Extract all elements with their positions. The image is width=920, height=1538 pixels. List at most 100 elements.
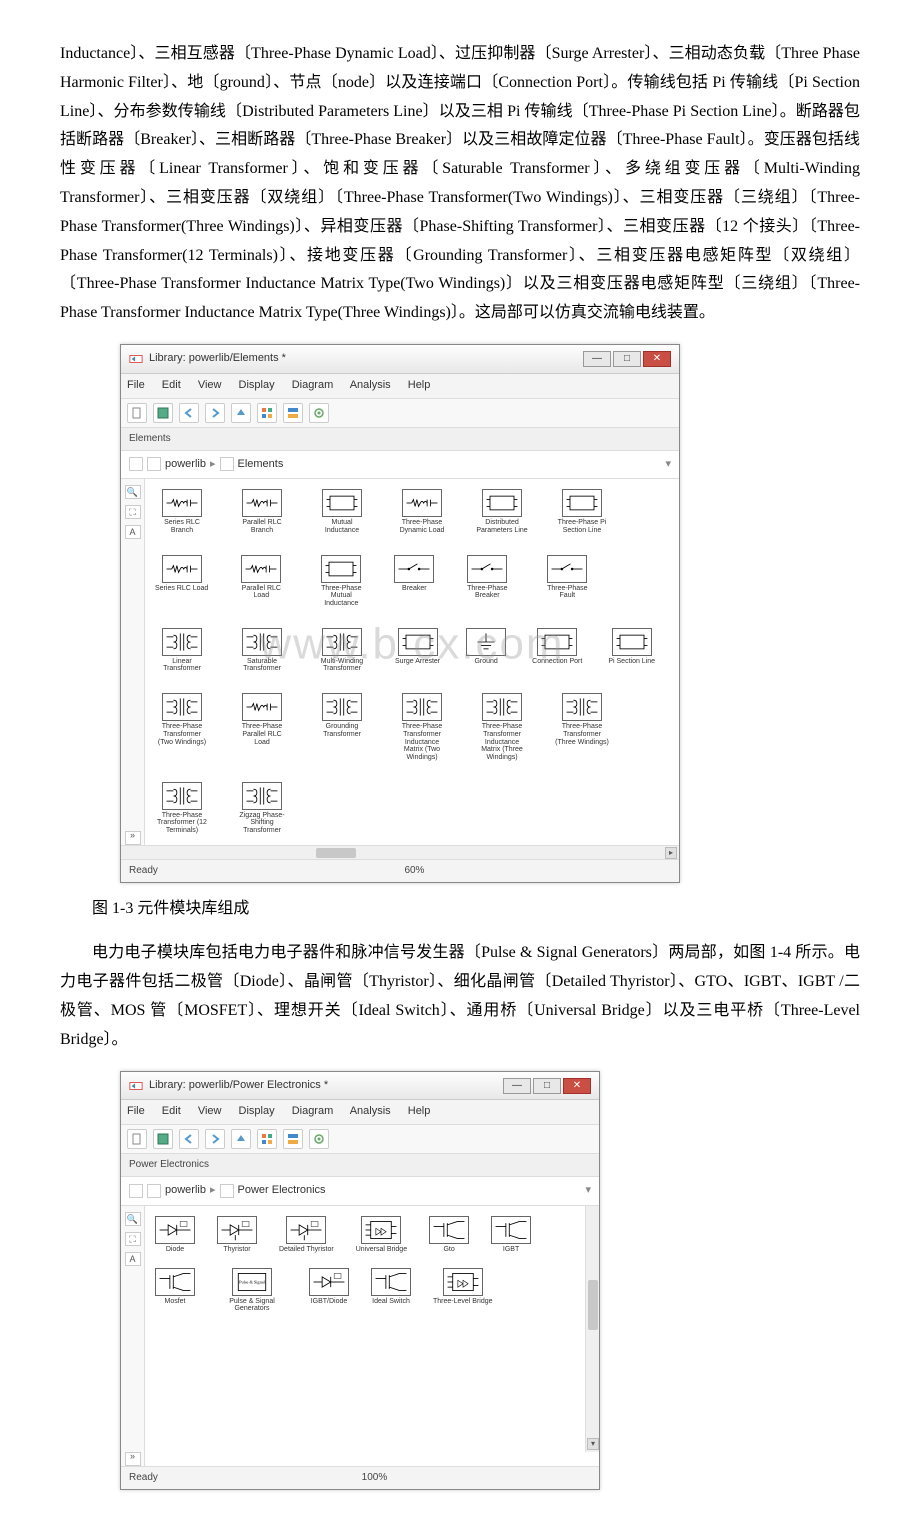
library-block[interactable]: Diode — [155, 1216, 195, 1254]
library-block[interactable]: Distributed Parameters Line — [475, 489, 529, 534]
breadcrumb-dropdown[interactable]: ▾ — [665, 455, 671, 475]
save-button[interactable] — [153, 403, 173, 423]
library-block[interactable]: IGBT/Diode — [309, 1268, 349, 1313]
settings-button[interactable] — [309, 1129, 329, 1149]
breadcrumb-powerlib[interactable]: powerlib — [165, 1181, 206, 1201]
back-button[interactable] — [179, 403, 199, 423]
library-block[interactable]: Three-Phase Transformer (Two Windings) — [155, 693, 209, 761]
library-block[interactable]: Three-Phase Pi Section Line — [555, 489, 609, 534]
annotate-icon[interactable]: A — [125, 525, 141, 539]
library-block[interactable]: Parallel RLC Load — [234, 555, 288, 608]
library-block[interactable]: Ground — [466, 628, 506, 673]
breadcrumb-root-icon[interactable] — [129, 1184, 143, 1198]
new-button[interactable] — [127, 1129, 147, 1149]
menu-display[interactable]: Display — [239, 1105, 275, 1117]
library-block[interactable]: Series RLC Branch — [155, 489, 209, 534]
maximize-button[interactable]: □ — [533, 1078, 561, 1094]
library-block[interactable]: IGBT — [491, 1216, 531, 1254]
menu-edit[interactable]: Edit — [162, 1105, 181, 1117]
library-block[interactable]: Saturable Transformer — [235, 628, 289, 673]
status-ready: Ready — [129, 862, 158, 880]
model-explorer-button[interactable] — [283, 403, 303, 423]
library-block[interactable]: Breaker — [394, 555, 434, 608]
status-ready: Ready — [129, 1469, 158, 1487]
menu-analysis[interactable]: Analysis — [350, 1105, 391, 1117]
minimize-button[interactable]: — — [503, 1078, 531, 1094]
library-block[interactable]: Three-Phase Transformer Inductance Matri… — [395, 693, 449, 761]
block-label: Three-Phase Mutual Inductance — [314, 585, 368, 608]
menu-help[interactable]: Help — [408, 379, 431, 391]
back-button[interactable] — [179, 1129, 199, 1149]
library-block[interactable]: Three-Phase Transformer (12 Terminals) — [155, 782, 209, 835]
block-label: Pi Section Line — [608, 658, 655, 666]
breadcrumb-elements[interactable]: Elements — [238, 455, 284, 475]
library-block[interactable]: Three-Phase Parallel RLC Load — [235, 693, 289, 761]
forward-button[interactable] — [205, 1129, 225, 1149]
library-block[interactable]: Gto — [429, 1216, 469, 1254]
library-block[interactable]: Zigzag Phase-Shifting Transformer — [235, 782, 289, 835]
library-block[interactable]: Linear Transformer — [155, 628, 209, 673]
library-block[interactable]: Surge Arrester — [395, 628, 440, 673]
menu-diagram[interactable]: Diagram — [292, 1105, 334, 1117]
library-block[interactable]: Multi-Winding Transformer — [315, 628, 369, 673]
library-block[interactable]: Connection Port — [532, 628, 582, 673]
library-block[interactable]: Three-Phase Dynamic Load — [395, 489, 449, 534]
breadcrumb-power-electronics[interactable]: Power Electronics — [238, 1181, 326, 1201]
library-block[interactable]: Three-Phase Transformer Inductance Matri… — [475, 693, 529, 761]
expand-icon[interactable]: » — [125, 1452, 141, 1466]
close-button[interactable]: ✕ — [563, 1078, 591, 1094]
vertical-scrollbar[interactable]: ▾ — [585, 1206, 599, 1452]
menu-edit[interactable]: Edit — [162, 379, 181, 391]
settings-button[interactable] — [309, 403, 329, 423]
library-browser-button[interactable] — [257, 1129, 277, 1149]
library-block[interactable]: Ideal Switch — [371, 1268, 411, 1313]
scroll-down-icon[interactable]: ▾ — [587, 1438, 599, 1450]
library-block[interactable]: Three-Phase Transformer (Three Windings) — [555, 693, 609, 761]
library-block[interactable]: Parallel RLC Branch — [235, 489, 289, 534]
up-button[interactable] — [231, 403, 251, 423]
expand-icon[interactable]: » — [125, 831, 141, 845]
menu-diagram[interactable]: Diagram — [292, 379, 334, 391]
library-block[interactable]: Series RLC Load — [155, 555, 208, 608]
breadcrumb-powerlib[interactable]: powerlib — [165, 455, 206, 475]
maximize-button[interactable]: □ — [613, 351, 641, 367]
menu-view[interactable]: View — [198, 1105, 222, 1117]
menu-file[interactable]: File — [127, 379, 145, 391]
fit-icon[interactable]: ⛶ — [125, 505, 141, 519]
library-browser-button[interactable] — [257, 403, 277, 423]
block-icon — [321, 555, 361, 583]
library-block[interactable]: Mosfet — [155, 1268, 195, 1313]
breadcrumb-dropdown[interactable]: ▾ — [585, 1181, 591, 1201]
menu-view[interactable]: View — [198, 379, 222, 391]
block-label: Multi-Winding Transformer — [315, 658, 369, 673]
save-button[interactable] — [153, 1129, 173, 1149]
library-block[interactable]: Three-Phase Breaker — [460, 555, 514, 608]
library-block[interactable]: Universal Bridge — [356, 1216, 407, 1254]
scroll-right-icon[interactable]: ▸ — [665, 847, 677, 859]
library-block[interactable]: Three-Phase Fault — [540, 555, 594, 608]
library-block[interactable]: Grounding Transformer — [315, 693, 369, 761]
horizontal-scrollbar[interactable]: ▸ — [121, 845, 679, 859]
annotate-icon[interactable]: A — [125, 1252, 141, 1266]
library-block[interactable]: Pulse & SignalPulse & Signal Generators — [217, 1268, 287, 1313]
forward-button[interactable] — [205, 403, 225, 423]
model-explorer-button[interactable] — [283, 1129, 303, 1149]
minimize-button[interactable]: — — [583, 351, 611, 367]
menu-display[interactable]: Display — [239, 379, 275, 391]
library-block[interactable]: Thyristor — [217, 1216, 257, 1254]
library-block[interactable]: Mutual Inductance — [315, 489, 369, 534]
menu-file[interactable]: File — [127, 1105, 145, 1117]
library-block[interactable]: Pi Section Line — [608, 628, 655, 673]
menu-analysis[interactable]: Analysis — [350, 379, 391, 391]
breadcrumb-root-icon[interactable] — [129, 457, 143, 471]
close-button[interactable]: ✕ — [643, 351, 671, 367]
up-button[interactable] — [231, 1129, 251, 1149]
menu-help[interactable]: Help — [408, 1105, 431, 1117]
library-block[interactable]: Detailed Thyristor — [279, 1216, 334, 1254]
new-button[interactable] — [127, 403, 147, 423]
zoom-icon[interactable]: 🔍 — [125, 485, 141, 499]
fit-icon[interactable]: ⛶ — [125, 1232, 141, 1246]
zoom-icon[interactable]: 🔍 — [125, 1212, 141, 1226]
library-block[interactable]: Three-Level Bridge — [433, 1268, 493, 1313]
library-block[interactable]: Three-Phase Mutual Inductance — [314, 555, 368, 608]
